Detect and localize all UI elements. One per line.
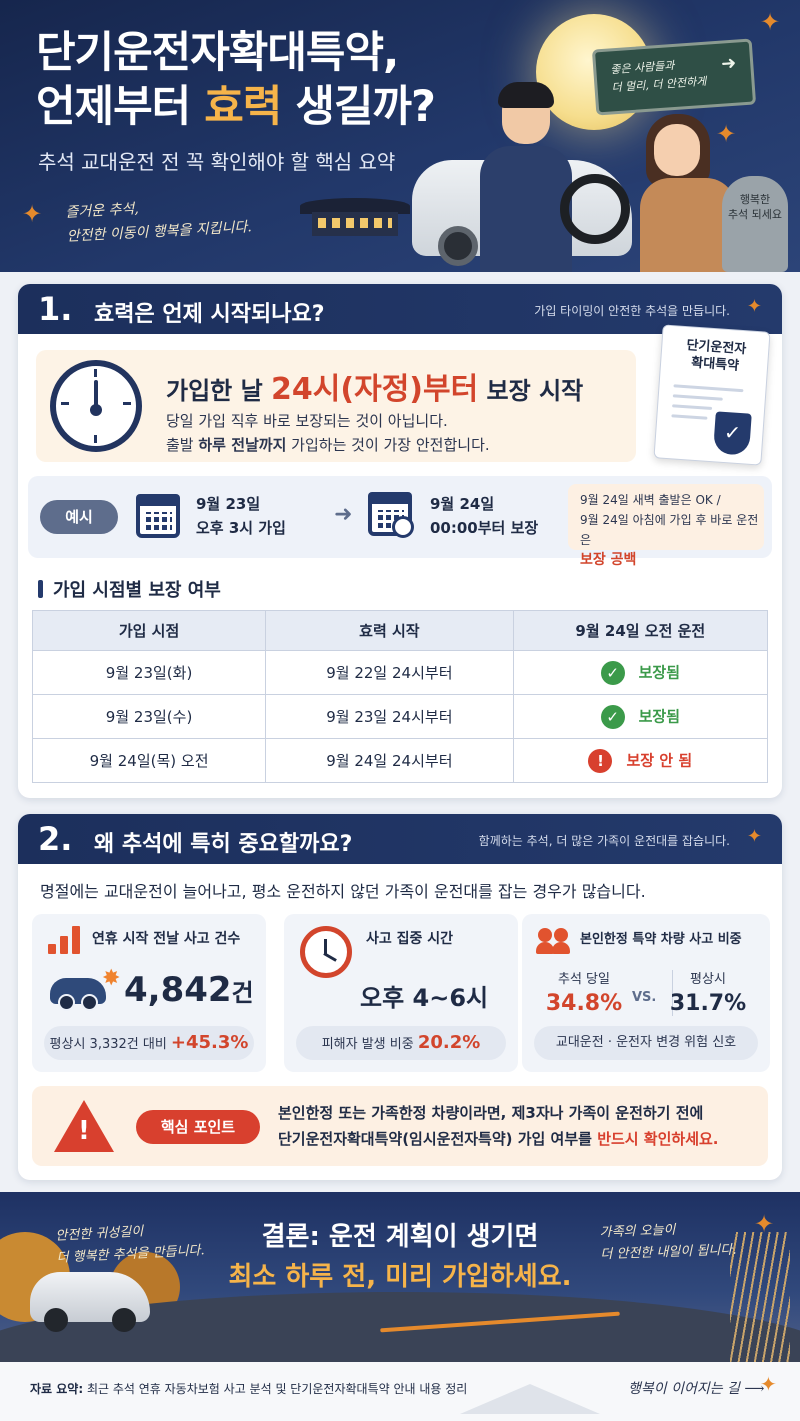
section-number: 1. xyxy=(38,290,73,328)
car-icon xyxy=(50,978,106,1011)
source-summary: 자료 요약: 최근 추석 연휴 자동차보험 사고 분석 및 단기운전자확대특약 … xyxy=(30,1382,468,1396)
car-wheel-illustration xyxy=(438,226,478,266)
table-title: 가입 시점별 보장 여부 xyxy=(38,576,221,602)
collision-icon: ✸ xyxy=(102,966,121,991)
stat-title: 연휴 시작 전날 사고 건수 xyxy=(92,931,241,947)
maple-leaf-icon: ✦ xyxy=(746,296,762,317)
stat-footnote: 교대운전 · 운전자 변경 위험 신호 xyxy=(534,1026,758,1060)
shield-check-icon: ✓ xyxy=(712,411,752,456)
coverage-table: 가입 시점 효력 시작 9월 24일 오전 운전 9월 23일(화) 9월 22… xyxy=(32,610,768,783)
vs-label: VS. xyxy=(632,990,657,1005)
stat-compare-right: 평상시 31.7% xyxy=(669,972,747,1016)
table-row: 9월 24일(목) 오전 9월 24일 24시부터 ! 보장 안 됨 xyxy=(32,738,768,783)
conclusion-banner: 안전한 귀성길이 더 행복한 추석을 만듭니다. 가족의 오늘이 더 안전한 내… xyxy=(0,1192,800,1362)
stat-value: 4,842건 xyxy=(124,970,254,1010)
maple-leaf-icon: ✦ xyxy=(716,120,737,148)
maple-leaf-icon: ✦ xyxy=(754,1210,775,1238)
key-point-callout: ! 핵심 포인트 본인한정 또는 가족한정 차량이라면, 제3자나 가족이 운전… xyxy=(32,1086,768,1166)
status-label: 보장됨 xyxy=(638,707,681,725)
people-icon xyxy=(536,928,572,954)
section-title: 왜 추석에 특히 중요할까요? xyxy=(94,832,353,857)
maple-leaf-icon: ✦ xyxy=(22,200,43,228)
stat-footnote: 평상시 3,332건 대비 +45.3% xyxy=(44,1026,254,1060)
mountain-illustration xyxy=(460,1384,600,1414)
callout-line3: 출발 하루 전날까지 가입하는 것이 가장 안전합니다. xyxy=(166,436,490,454)
check-circle-icon: ✓ xyxy=(600,660,625,685)
clock-icon xyxy=(392,516,414,538)
example-label: 예시 xyxy=(40,500,118,534)
footer-signature: 행복이 이어지는 길 ⟶ xyxy=(628,1381,765,1397)
example-signup-time: 9월 23일 오후 3시 가입 xyxy=(196,495,286,537)
status-label: 보장 안 됨 xyxy=(626,751,693,769)
example-coverage-time: 9월 24일 00:00부터 보장 xyxy=(430,495,539,537)
maple-leaf-icon: ✦ xyxy=(760,1372,777,1396)
section-lead: 명절에는 교대운전이 늘어나고, 평소 운전하지 않던 가족이 운전대를 잡는 … xyxy=(40,882,646,901)
key-point-label: 핵심 포인트 xyxy=(136,1110,260,1144)
hero-script-text: 즐거운 추석, 안전한 이동이 행복을 지킵니다. xyxy=(65,201,253,245)
exclamation-circle-icon: ! xyxy=(588,748,613,773)
steering-wheel-icon xyxy=(560,174,630,244)
footer: 자료 요약: 최근 추석 연휴 자동차보험 사고 분석 및 단기운전자확대특약 … xyxy=(0,1362,800,1421)
grass-illustration xyxy=(730,1232,790,1362)
stat-footnote: 피해자 발생 비중 20.2% xyxy=(296,1026,506,1060)
man-illustration xyxy=(480,82,572,272)
status-label: 보장됨 xyxy=(638,663,681,681)
conclusion-line2: 최소 하루 전, 미리 가입하세요. xyxy=(228,1262,572,1292)
stat-card-accidents: 연휴 시작 전날 사고 건수 ✸ 4,842건 평상시 3,332건 대비 +4… xyxy=(32,914,266,1072)
table-header: 효력 시작 xyxy=(265,610,514,651)
hero-subtitle: 추석 교대운전 전 꼭 확인해야 할 핵심 요약 xyxy=(38,150,396,174)
calendar-icon xyxy=(136,494,180,538)
stat-card-peak-time: 사고 집중 시간 오후 4~6시 피해자 발생 비중 20.2% xyxy=(284,914,518,1072)
stat-title: 사고 집중 시간 xyxy=(366,931,454,947)
clock-icon xyxy=(50,360,142,452)
table-row: 9월 23일(수) 9월 23일 24시부터 ✓ 보장됨 xyxy=(32,694,768,739)
hero-title-line2: 언제부터 효력 생길까? xyxy=(36,82,436,132)
check-circle-icon: ✓ xyxy=(600,704,625,729)
clock-icon xyxy=(300,926,352,978)
hero-banner: 단기운전자확대특약, 언제부터 효력 생길까? 추석 교대운전 전 꼭 확인해야… xyxy=(0,0,800,272)
section-header: 1. 효력은 언제 시작되나요? 가입 타이밍이 안전한 추석을 만듭니다. ✦ xyxy=(18,284,782,334)
stone-marker: 행복한 추석 되세요 xyxy=(722,176,788,272)
stat-card-driver-limit: 본인한정 특약 차량 사고 비중 추석 당일 34.8% VS. 평상시 31.7%… xyxy=(522,914,770,1072)
table-header: 9월 24일 오전 운전 xyxy=(513,610,768,651)
table-row: 9월 23일(화) 9월 22일 24시부터 ✓ 보장됨 xyxy=(32,650,768,695)
table-header: 가입 시점 xyxy=(32,610,267,651)
car-illustration xyxy=(30,1272,150,1332)
section-why-important: 2. 왜 추석에 특히 중요할까요? 함께하는 추석, 더 많은 가족이 운전대… xyxy=(18,814,782,1180)
warning-icon xyxy=(54,1100,114,1152)
divider xyxy=(672,970,673,1016)
example-panel: 예시 9월 23일 오후 3시 가입 ➜ 9월 24일 00:00부터 보장 9… xyxy=(28,476,772,568)
section-tagline: 함께하는 추석, 더 많은 가족이 운전대를 잡습니다. xyxy=(478,834,730,848)
stat-title: 본인한정 특약 차량 사고 비중 xyxy=(580,932,742,947)
section-title: 효력은 언제 시작되나요? xyxy=(94,302,325,327)
bar-chart-icon xyxy=(48,926,82,954)
section-tagline: 가입 타이밍이 안전한 추석을 만듭니다. xyxy=(534,304,730,318)
maple-leaf-icon: ✦ xyxy=(746,826,762,847)
callout-line2: 당일 가입 직후 바로 보장되는 것이 아닙니다. xyxy=(166,412,448,430)
callout-headline: 가입한 날 24시(자정)부터 보장 시작 xyxy=(166,372,584,407)
hero-title-line1: 단기운전자확대특약, xyxy=(36,28,399,78)
palace-illustration xyxy=(300,190,410,236)
arrow-right-icon: ➜ xyxy=(720,52,737,75)
section-header: 2. 왜 추석에 특히 중요할까요? 함께하는 추석, 더 많은 가족이 운전대… xyxy=(18,814,782,864)
section-number: 2. xyxy=(38,820,73,858)
coverage-start-callout: 가입한 날 24시(자정)부터 보장 시작 당일 가입 직후 바로 보장되는 것… xyxy=(36,350,636,462)
key-point-line2: 단기운전자확대특약(임시운전자특약) 가입 여부를 반드시 확인하세요. xyxy=(278,1130,719,1148)
maple-leaf-icon: ✦ xyxy=(760,8,781,36)
policy-document-illustration: 단기운전자 확대특약 ✓ xyxy=(653,324,771,466)
section-coverage-start: 1. 효력은 언제 시작되나요? 가입 타이밍이 안전한 추석을 만듭니다. ✦… xyxy=(18,284,782,798)
stat-compare-left: 추석 당일 34.8% xyxy=(545,972,623,1016)
conclusion-line1: 결론: 운전 계획이 생기면 xyxy=(261,1222,539,1252)
stat-value: 오후 4~6시 xyxy=(360,984,489,1012)
example-note: 9월 24일 새벽 출발은 OK / 9월 24일 아침에 가입 후 바로 운전… xyxy=(568,484,764,568)
woman-illustration xyxy=(640,114,740,272)
road-sign: 좋은 사람들과 더 멀리, 더 안전하게 ➜ xyxy=(591,38,757,116)
arrow-right-icon: ➜ xyxy=(334,502,353,527)
key-point-line1: 본인한정 또는 가족한정 차량이라면, 제3자나 가족이 운전하기 전에 xyxy=(278,1104,704,1122)
